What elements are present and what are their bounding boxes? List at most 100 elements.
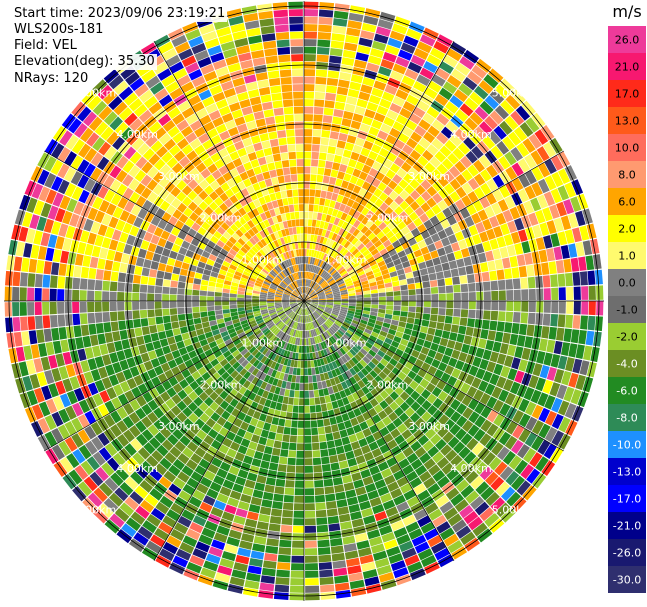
ray-gate <box>337 236 345 245</box>
ray-gate <box>291 555 304 563</box>
ray-gate <box>389 381 399 391</box>
ray-gate <box>325 293 333 297</box>
ray-gate <box>446 215 457 226</box>
ray-gate <box>313 359 318 368</box>
ray-gate <box>179 326 189 334</box>
ray-gate <box>101 377 113 390</box>
ray-gate <box>329 131 340 140</box>
ray-gate <box>334 332 341 340</box>
ray-gate <box>450 324 459 334</box>
ray-gate <box>318 302 326 305</box>
ray-gate <box>564 403 577 419</box>
ray-gate <box>324 287 331 292</box>
ray-gate <box>473 126 487 140</box>
ray-gate <box>331 324 339 331</box>
ray-gate <box>422 112 436 125</box>
ray-gate <box>522 138 536 154</box>
ray-gate <box>342 149 352 159</box>
ray-gate <box>270 455 280 464</box>
ray-gate <box>229 424 240 435</box>
ray-gate <box>343 173 352 182</box>
ray-gate <box>311 302 319 305</box>
ray-gate <box>399 189 410 200</box>
ray-gate <box>40 232 51 247</box>
ray-gate <box>288 1 303 9</box>
ray-gate <box>33 387 45 403</box>
ray-gate <box>385 230 395 239</box>
ray-gate <box>150 332 160 342</box>
ray-gate <box>443 533 459 547</box>
ray-gate <box>291 292 298 297</box>
ray-gate <box>111 397 123 410</box>
ray-gate <box>181 509 196 521</box>
ray-gate <box>329 455 339 464</box>
field-label: Field: VEL <box>12 38 79 54</box>
ray-gate <box>84 425 97 440</box>
ray-gate <box>67 118 82 134</box>
ray-gate <box>29 214 40 230</box>
ray-gate <box>328 354 335 363</box>
ray-gate <box>374 479 387 490</box>
ray-gate <box>349 5 366 15</box>
ray-gate <box>215 314 224 320</box>
ray-gate <box>318 301 326 304</box>
ray-gate <box>268 308 276 313</box>
ray-gate <box>357 243 365 251</box>
ray-gate <box>314 242 320 251</box>
ray-gate <box>386 296 394 301</box>
ray-gate <box>355 398 364 408</box>
ray-gate <box>285 277 291 284</box>
ray-gate <box>460 433 473 446</box>
ray-gate <box>459 56 475 70</box>
ray-gate <box>585 330 595 346</box>
ray-gate <box>427 404 438 416</box>
ray-gate <box>285 243 291 252</box>
ray-gate <box>423 294 431 301</box>
ray-gate <box>237 264 246 271</box>
ray-gate <box>219 558 235 569</box>
ray-gate <box>477 252 487 263</box>
ray-gate <box>315 343 321 352</box>
ray-gate <box>258 413 267 422</box>
ray-gate <box>382 341 391 350</box>
ray-gate <box>507 344 517 357</box>
ray-gate <box>304 299 311 301</box>
ray-gate <box>293 322 298 329</box>
ray-gate <box>283 342 288 350</box>
ray-gate <box>364 267 372 274</box>
ray-gate <box>237 331 246 339</box>
ray-gate <box>349 191 358 201</box>
ray-gate <box>390 275 399 282</box>
ray-gate <box>137 142 150 156</box>
ray-gate <box>438 188 449 200</box>
ray-gate <box>310 234 315 242</box>
ray-gate <box>320 325 326 332</box>
ray-gate <box>283 205 290 213</box>
ray-gate <box>291 54 304 62</box>
ray-gate <box>191 355 201 365</box>
ray-gate <box>237 500 250 511</box>
ray-gate <box>33 358 44 373</box>
ray-gate <box>266 275 274 281</box>
ray-gate <box>468 365 479 377</box>
ray-gate <box>142 391 154 403</box>
ray-gate <box>78 189 90 204</box>
ray-gate <box>114 507 130 523</box>
ray-gate <box>403 375 413 386</box>
ray-gate <box>164 240 174 250</box>
ray-gate <box>320 350 326 358</box>
ray-gate <box>329 47 343 57</box>
ray-gate <box>456 415 468 428</box>
ray-gate <box>325 85 338 94</box>
ray-gate <box>317 307 324 312</box>
ray-gate <box>383 318 392 324</box>
ray-gate <box>237 294 245 298</box>
ray-gate <box>264 254 271 262</box>
ray-gate <box>260 238 268 247</box>
ray-gate <box>241 322 250 329</box>
ray-gate <box>424 236 434 246</box>
ray-gate <box>453 441 466 454</box>
ray-gate <box>313 204 319 213</box>
ray-gate <box>300 234 304 242</box>
ray-gate <box>360 30 375 40</box>
